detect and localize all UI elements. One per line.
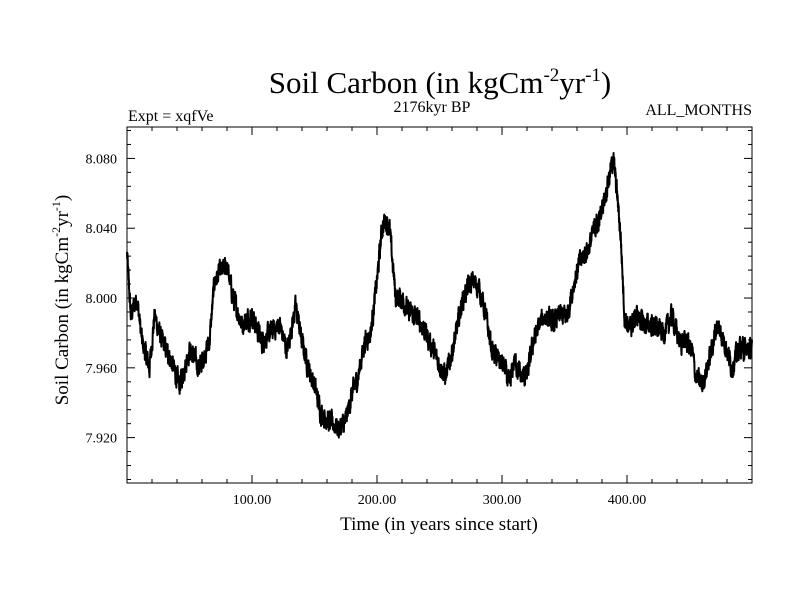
chart-title-sup1: -2 [543,65,559,86]
y-tick-label: 8.080 [86,152,118,167]
chart-title: Soil Carbon (in kgCm-2yr-1) [269,65,612,100]
plot-area [126,152,753,439]
y-axis-label-sup2: -1 [49,201,63,211]
x-tick-label: 200.00 [358,493,397,508]
x-tick-label: 400.00 [608,493,647,508]
chart-title-mid: yr [559,65,586,100]
subtitle-period: 2176kyr BP [394,99,471,116]
y-tick-label: 8.000 [86,292,118,307]
x-tick-label: 300.00 [483,493,522,508]
y-axis: 7.920 7.960 8.000 8.040 8.080 [86,129,752,481]
series-line-soil-carbon [126,152,753,439]
y-axis-label-main: Soil Carbon (in kgCm [52,237,73,406]
x-axis: 100.00 200.00 300.00 400.00 [151,127,728,508]
y-axis-label-sup1: -2 [49,227,63,237]
plot-frame [126,126,753,484]
y-axis-label: Soil Carbon (in kgCm-2yr-1) [49,195,73,406]
y-axis-label-mid: yr [52,210,73,227]
chart-title-sup2: -1 [585,65,601,86]
y-tick-label: 7.920 [86,432,118,447]
subtitle-experiment: Expt = xqfVe [128,108,213,125]
subtitle-months: ALL_MONTHS [645,102,752,119]
y-tick-label: 8.040 [86,222,118,237]
y-tick-label: 7.960 [86,362,118,377]
chart-title-end: ) [601,65,611,100]
chart-title-main: Soil Carbon (in kgCm [269,65,544,100]
y-axis-label-end: ) [52,195,73,201]
x-tick-label: 100.00 [233,493,272,508]
x-axis-label: Time (in years since start) [340,514,538,535]
